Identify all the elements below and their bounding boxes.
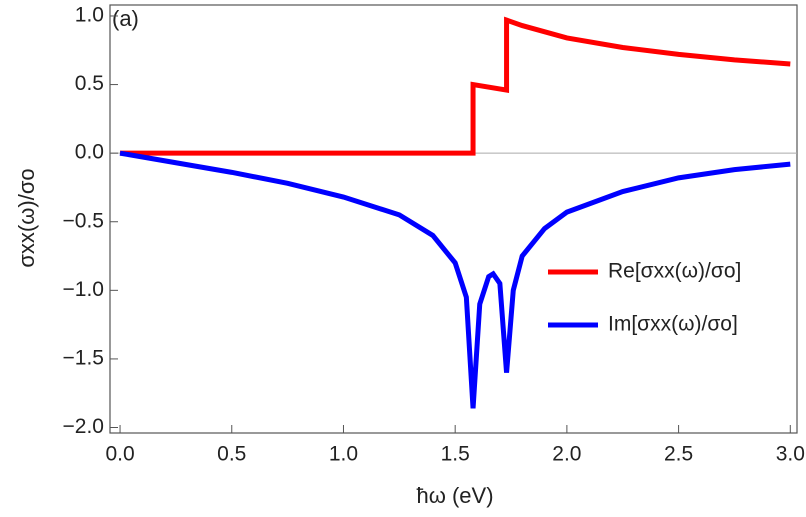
- y-tick-label: −0.5: [63, 209, 104, 232]
- x-tick-label: 0.0: [105, 443, 134, 466]
- x-axis-label: ħω (eV): [416, 483, 493, 508]
- x-tick-label: 2.0: [552, 443, 581, 466]
- x-tick-label: 3.0: [776, 443, 805, 466]
- y-axis-label: σxx(ω)/σo: [14, 168, 39, 267]
- x-tick-label: 2.5: [664, 443, 693, 466]
- series-line: [119, 150, 791, 409]
- plot-frame: [109, 4, 798, 434]
- x-tick-label: 1.5: [441, 443, 470, 466]
- y-tick-label: 0.0: [75, 141, 104, 164]
- annotation: (a): [112, 6, 139, 31]
- legend-label: Im[σxx(ω)/σo]: [608, 313, 738, 336]
- y-tick-label: 1.0: [75, 4, 104, 27]
- legend-label: Re[σxx(ω)/σo]: [608, 260, 741, 283]
- y-tick-label: −2.0: [63, 415, 104, 438]
- y-tick-label: 0.5: [75, 72, 104, 95]
- x-tick-label: 1.0: [329, 443, 358, 466]
- y-tick-label: −1.5: [63, 346, 104, 369]
- y-tick-label: −1.0: [63, 278, 104, 301]
- series-line: [120, 16, 791, 156]
- x-tick-label: 0.5: [217, 443, 246, 466]
